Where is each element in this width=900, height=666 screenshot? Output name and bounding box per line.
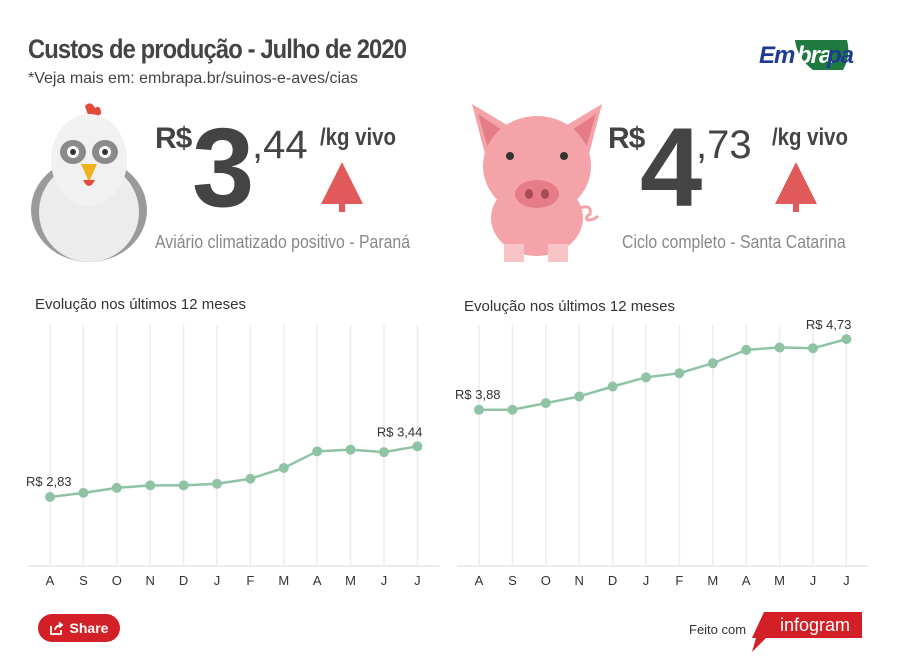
data-label-last: R$ 3,44	[377, 424, 423, 439]
chicken-unit: /kg vivo	[320, 124, 396, 151]
pig-unit: /kg vivo	[772, 124, 848, 151]
series-line	[49, 445, 418, 499]
pig-price-decimal: ,73	[696, 123, 752, 167]
data-point	[245, 473, 256, 484]
series-line	[479, 337, 847, 412]
embrapa-logo: Em bra pa	[759, 40, 855, 70]
x-tick-label: O	[541, 573, 551, 588]
svg-text:pa: pa	[826, 42, 854, 69]
page-subtitle: *Veja mais em: embrapa.br/suinos-e-aves/…	[28, 70, 358, 87]
data-point	[345, 444, 356, 455]
page-title: Custos de produção - Julho de 2020	[28, 34, 407, 64]
infogram-badge	[752, 612, 862, 652]
data-point	[178, 480, 189, 491]
data-point	[574, 391, 585, 402]
data-point	[474, 404, 484, 415]
x-tick-label: M	[774, 573, 785, 588]
svg-text:Em: Em	[759, 42, 795, 69]
data-point	[540, 398, 551, 409]
x-tick-label: S	[508, 573, 517, 588]
x-tick-label: F	[675, 573, 683, 588]
x-tick-label: M	[345, 573, 356, 588]
x-tick-label: S	[79, 573, 88, 588]
data-point	[212, 478, 222, 489]
data-point	[78, 487, 89, 498]
data-point	[808, 343, 818, 354]
x-tick-label: A	[46, 573, 55, 588]
chicken-illustration	[31, 103, 147, 262]
x-tick-label: J	[643, 573, 650, 588]
x-tick-label: N	[575, 573, 584, 588]
pig-illustration	[472, 104, 602, 262]
x-tick-label: A	[313, 573, 322, 588]
infogram-label: infogram	[780, 615, 851, 635]
pig-cost-chart: A S O N D J F M A M J J R$ 3,88 R$ 4,73	[455, 320, 869, 588]
share-button[interactable]: Share	[38, 614, 120, 642]
x-tick-label: M	[278, 573, 289, 588]
x-tick-label: D	[179, 573, 188, 588]
data-point	[741, 344, 752, 355]
made-with-label: Feito com	[689, 622, 747, 637]
data-point	[507, 404, 518, 415]
x-tick-label: D	[608, 573, 617, 588]
trend-up-arrow-icon	[775, 162, 817, 212]
x-tick-label: A	[475, 573, 484, 588]
data-point	[111, 482, 122, 493]
pig-price-integer: 4	[640, 105, 702, 230]
chart-title-pig: Evolução nos últimos 12 meses	[464, 298, 675, 315]
x-tick-label: J	[414, 573, 421, 588]
x-tick-label: J	[214, 573, 221, 588]
share-label: Share	[69, 620, 109, 636]
pig-currency: R$	[608, 122, 645, 155]
data-point	[774, 342, 785, 353]
x-tick-label: J	[843, 573, 850, 588]
x-tick-label: J	[810, 573, 817, 588]
data-label-first: R$ 2,83	[26, 474, 72, 489]
svg-text:bra: bra	[797, 42, 832, 69]
data-point	[412, 441, 423, 452]
data-point	[674, 368, 685, 379]
x-tick-label: A	[742, 573, 751, 588]
x-tick-label: N	[146, 573, 155, 588]
x-tick-label: O	[112, 573, 122, 588]
x-tick-label: M	[707, 573, 718, 588]
data-label-first: R$ 3,88	[455, 387, 501, 402]
chicken-currency: R$	[155, 122, 192, 155]
data-point	[312, 446, 323, 457]
data-point	[841, 334, 852, 345]
data-point	[379, 447, 389, 458]
data-point	[278, 462, 289, 473]
data-point	[45, 492, 55, 503]
data-point	[145, 480, 156, 491]
x-tick-label: J	[381, 573, 388, 588]
x-tick-label: F	[246, 573, 254, 588]
data-label-last: R$ 4,73	[806, 320, 852, 332]
chart-title-chicken: Evolução nos últimos 12 meses	[35, 296, 246, 313]
infogram-link[interactable]: infogram	[752, 612, 862, 652]
chicken-location: Aviário climatizado positivo - Paraná	[155, 232, 411, 252]
data-point	[707, 358, 718, 369]
chicken-price-decimal: ,44	[252, 123, 308, 167]
chicken-price-integer: 3	[192, 105, 254, 230]
pig-location: Ciclo completo - Santa Catarina	[622, 232, 846, 252]
trend-up-arrow-icon	[321, 162, 363, 212]
data-point	[641, 372, 651, 383]
data-point	[607, 381, 618, 392]
chicken-cost-chart: A S O N D J F M A M J J R$ 2,83 R$ 3,44	[26, 325, 440, 588]
share-icon	[49, 621, 63, 635]
